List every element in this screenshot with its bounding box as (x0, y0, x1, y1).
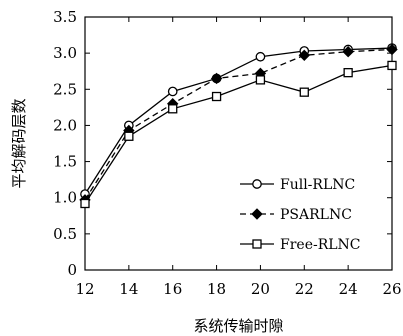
x-tick-label: 22 (295, 280, 314, 298)
series-line (84, 64, 393, 204)
data-point (342, 45, 354, 58)
data-point (168, 104, 178, 114)
data-point (124, 131, 134, 141)
legend-label: PSARLNC (280, 207, 352, 223)
x-tick-label: 14 (119, 280, 138, 298)
data-point (386, 43, 398, 56)
x-tick-label: 20 (251, 280, 270, 298)
y-tick-label: 1.5 (53, 153, 77, 171)
y-tick-label: 0 (67, 261, 77, 279)
y-tick-label: 0.5 (53, 225, 77, 243)
y-tick-label: 3.0 (53, 44, 77, 62)
legend-entry: PSARLNC (240, 207, 352, 223)
series-layer (79, 43, 398, 209)
data-point (211, 91, 222, 102)
data-point (210, 72, 223, 85)
data-point (167, 86, 178, 97)
legend: Full-RLNC PSARLNC Free-RLNC (240, 177, 361, 253)
y-tick-label: 2.5 (53, 80, 77, 98)
legend-entry: Full-RLNC (240, 177, 355, 193)
x-axis-title: 系统传输时隙 (193, 317, 283, 335)
data-point (255, 75, 266, 85)
legend-marker (251, 208, 263, 220)
legend-marker (252, 239, 262, 249)
series-line (84, 48, 393, 201)
y-tick-label: 3.5 (53, 8, 77, 26)
data-point (343, 68, 353, 78)
y-tick-label: 2.0 (53, 116, 77, 134)
series-psarlnc (79, 43, 398, 206)
data-point (387, 60, 397, 71)
y-tick-label: 1.0 (53, 189, 77, 207)
x-tick-label: 26 (382, 280, 401, 298)
legend-label: Full-RLNC (280, 177, 355, 193)
data-point (255, 51, 266, 62)
legend-entry: Free-RLNC (240, 237, 361, 253)
series-free-rlnc (80, 60, 397, 209)
data-point (299, 87, 309, 97)
data-point (80, 198, 90, 209)
x-tick-label: 18 (207, 280, 226, 298)
y-axis-title: 平均解码层数 (10, 98, 28, 188)
x-tick-label: 12 (75, 280, 94, 298)
ticks-layer: 12 14 16 18 20 22 24 26 0 0.5 1.0 1.5 2.0 2.5 3.0 3.5 (53, 8, 401, 298)
series-full-rlnc (80, 43, 397, 199)
data-point (298, 49, 310, 62)
plot-frame (84, 16, 393, 271)
legend-marker (252, 179, 262, 189)
x-tick-label: 24 (339, 280, 358, 298)
series-line (84, 47, 393, 195)
x-tick-label: 16 (163, 280, 182, 298)
legend-label: Free-RLNC (280, 237, 361, 253)
